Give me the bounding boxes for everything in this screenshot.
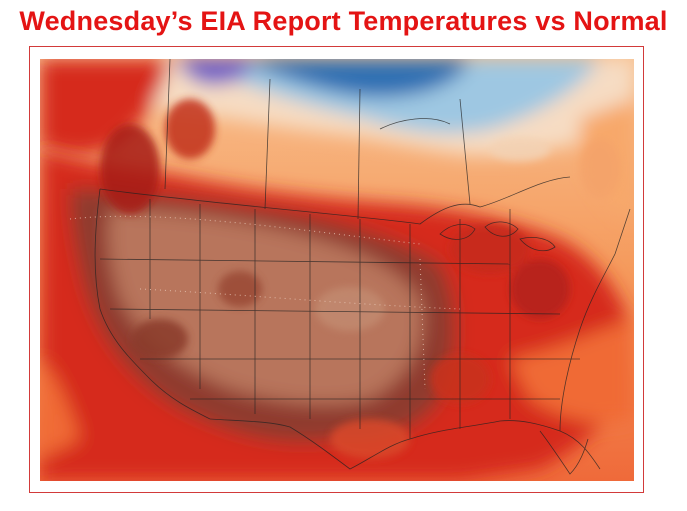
boundary-lines	[94, 59, 631, 475]
canada-anomaly-layer	[40, 59, 634, 219]
page-title: Wednesday’s EIA Report Temperatures vs N…	[19, 6, 668, 36]
dotted-lines	[69, 215, 461, 390]
temperature-anomaly-map	[40, 59, 634, 481]
map-frame	[29, 46, 644, 493]
